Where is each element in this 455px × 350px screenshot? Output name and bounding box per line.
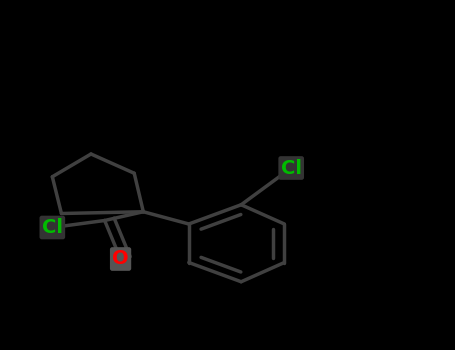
- Text: O: O: [112, 250, 129, 268]
- Text: Cl: Cl: [42, 218, 63, 237]
- Text: Cl: Cl: [281, 159, 302, 177]
